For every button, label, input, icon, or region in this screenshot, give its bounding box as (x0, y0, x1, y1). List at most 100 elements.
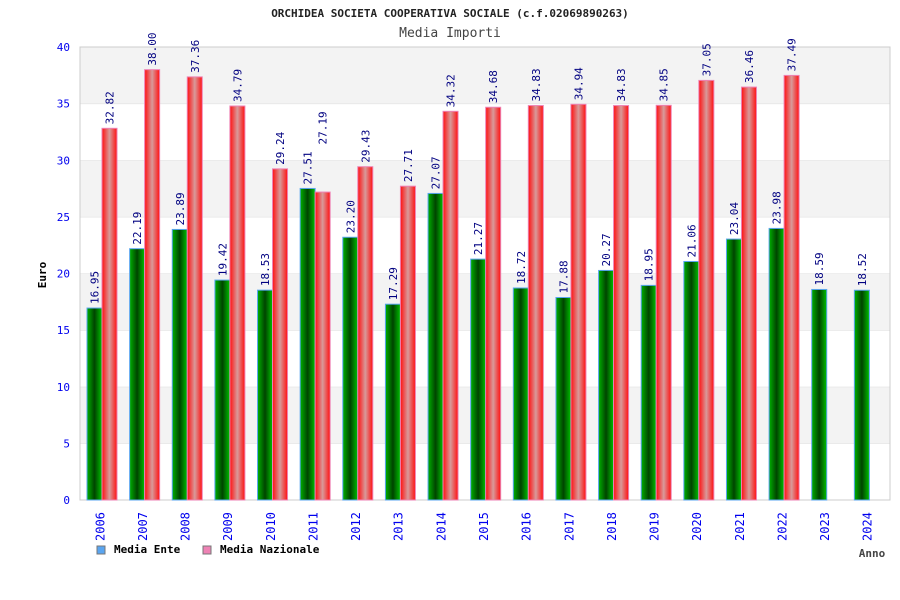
legend-swatch-media-ente (96, 545, 106, 555)
bar-media-ente (299, 187, 316, 501)
x-tick-label: 2024 (861, 512, 875, 541)
bar-media-nazionale (740, 86, 757, 501)
x-tick-label: 2008 (179, 512, 193, 541)
bar-media-ente (725, 238, 742, 501)
bar-media-nazionale (485, 106, 502, 501)
x-tick-label: 2021 (733, 512, 747, 541)
data-label: 18.95 (643, 248, 656, 281)
data-label: 23.89 (174, 192, 187, 225)
data-label: 21.27 (472, 222, 485, 255)
x-tick-label: 2018 (605, 512, 619, 541)
chart-subtitle: Media Importi (399, 26, 501, 41)
x-tick-label: 2007 (136, 512, 150, 541)
bar-media-nazionale (570, 103, 587, 501)
y-tick-label: 35 (57, 98, 70, 111)
data-label: 18.52 (856, 253, 869, 286)
bar-media-nazionale (144, 69, 161, 501)
bar-media-ente (384, 303, 401, 501)
x-axis-label: Anno (859, 547, 886, 560)
bar-media-nazionale (186, 76, 203, 501)
data-label: 22.19 (131, 212, 144, 245)
y-tick-label: 25 (57, 211, 70, 224)
x-tick-label: 2020 (690, 512, 704, 541)
bar-media-ente (512, 287, 529, 501)
legend: Media Ente Media Nazionale (96, 543, 320, 556)
y-tick-label: 15 (57, 324, 70, 337)
data-label: 27.07 (430, 156, 443, 189)
bar-media-ente (86, 307, 103, 501)
data-label: 27.71 (402, 149, 415, 182)
x-tick-label: 2006 (93, 512, 107, 541)
x-tick-label: 2010 (264, 512, 278, 541)
bar-media-nazionale (357, 166, 374, 501)
bar-media-ente (683, 260, 700, 501)
data-label: 21.06 (685, 224, 698, 257)
legend-swatch-media-nazionale (202, 545, 212, 555)
x-tick-label: 2014 (434, 512, 448, 541)
legend-label-media-ente: Media Ente (114, 543, 181, 556)
data-label: 34.79 (231, 69, 244, 102)
legend-label-media-nazionale: Media Nazionale (220, 543, 320, 556)
data-label: 20.27 (600, 233, 613, 266)
data-label: 19.42 (216, 243, 229, 276)
bar-media-nazionale (613, 105, 630, 501)
data-label: 27.51 (302, 151, 315, 184)
x-tick-label: 2016 (520, 512, 534, 541)
data-label: 18.72 (515, 251, 528, 284)
bar-media-nazionale (272, 168, 289, 501)
bar-media-ente (427, 192, 444, 501)
bar-media-ente (342, 236, 359, 501)
data-label: 23.20 (344, 200, 357, 233)
bar-media-ente (257, 289, 274, 501)
bar-media-ente (129, 248, 146, 501)
y-axis-label: Euro (36, 261, 49, 288)
bar-media-nazionale (698, 79, 715, 501)
data-label: 23.98 (771, 191, 784, 224)
bar-media-nazionale (101, 127, 118, 501)
y-tick-label: 40 (57, 41, 70, 54)
bar-media-ente (853, 289, 870, 501)
y-tick-label: 20 (57, 268, 70, 281)
bar-media-ente (470, 258, 487, 501)
x-tick-label: 2022 (775, 512, 789, 541)
bar-media-nazionale (655, 104, 672, 501)
data-label: 27.19 (317, 111, 330, 144)
data-label: 34.32 (445, 74, 458, 107)
x-tick-label: 2013 (392, 512, 406, 541)
data-label: 37.05 (700, 43, 713, 76)
data-label: 17.88 (557, 260, 570, 293)
bar-media-ente (214, 279, 231, 501)
chart-title: ORCHIDEA SOCIETA COOPERATIVA SOCIALE (c.… (271, 7, 629, 20)
data-label: 34.83 (615, 68, 628, 101)
data-label: 18.59 (813, 252, 826, 285)
data-label: 34.83 (530, 68, 543, 101)
data-label: 38.00 (146, 33, 159, 66)
data-label: 34.85 (658, 68, 671, 101)
bar-media-ente (768, 227, 785, 501)
y-tick-label: 5 (63, 437, 70, 450)
x-tick-label: 2019 (648, 512, 662, 541)
data-label: 18.53 (259, 253, 272, 286)
bar-media-nazionale (314, 191, 331, 501)
bar-media-ente (598, 269, 615, 501)
bar-media-nazionale (442, 110, 459, 501)
data-label: 37.49 (786, 38, 799, 71)
data-label: 17.29 (387, 267, 400, 300)
x-tick-label: 2023 (818, 512, 832, 541)
bar-media-nazionale (229, 105, 246, 501)
x-tick-label: 2017 (562, 512, 576, 541)
data-label: 29.24 (274, 131, 287, 164)
bar-media-ente (555, 297, 572, 501)
data-label: 34.94 (572, 67, 585, 100)
data-label: 32.82 (104, 91, 117, 124)
data-label: 36.46 (743, 50, 756, 83)
data-label: 16.95 (89, 271, 102, 304)
data-label: 29.43 (359, 130, 372, 163)
bar-media-nazionale (527, 105, 544, 501)
x-tick-label: 2009 (221, 512, 235, 541)
bar-media-nazionale (783, 74, 800, 501)
x-tick-label: 2012 (349, 512, 363, 541)
x-tick-label: 2011 (306, 512, 320, 541)
y-tick-label: 30 (57, 154, 70, 167)
